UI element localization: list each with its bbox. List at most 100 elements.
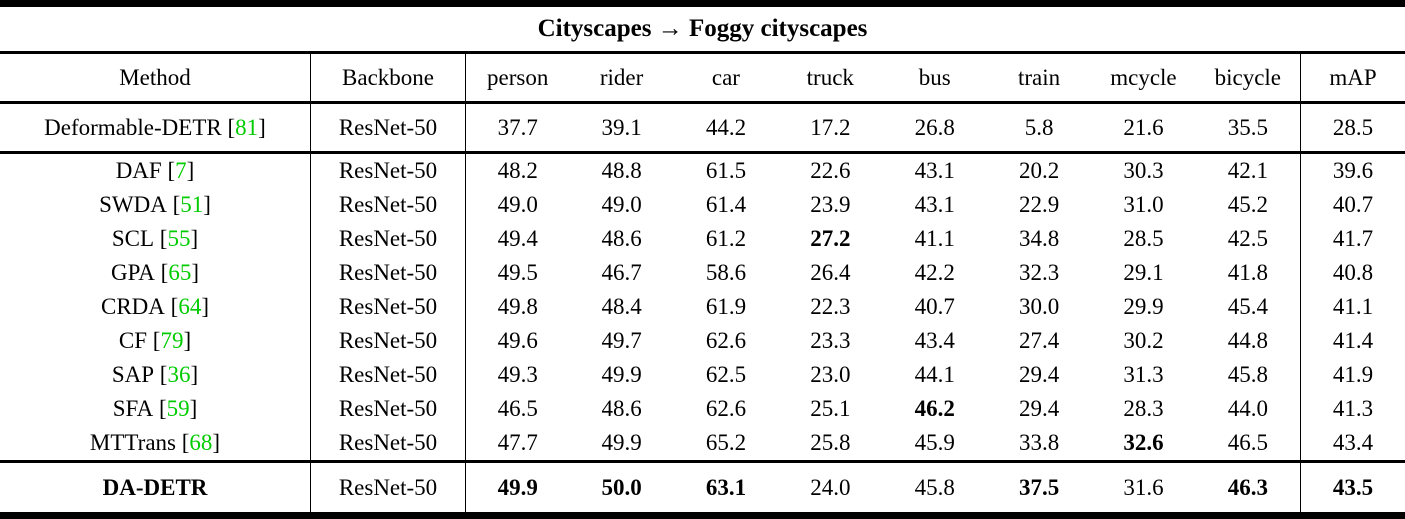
value-cell: 48.2 xyxy=(465,154,569,188)
table-title: Cityscapes → Foggy cityscapes xyxy=(537,15,868,42)
value-cell: 58.6 xyxy=(705,260,747,285)
column-header-truck: truck xyxy=(806,64,854,90)
value-cell: 27.2 xyxy=(810,226,851,251)
value-cell: 32.6 xyxy=(1123,430,1164,455)
method-name: Deformable-DETR xyxy=(44,114,222,140)
method-cell: DA-DETR xyxy=(0,463,310,512)
bottom-rule xyxy=(0,512,1405,519)
citation-number: 55 xyxy=(167,226,191,251)
value-cell: 23.9 xyxy=(810,192,851,217)
backbone-cell: ResNet-50 xyxy=(310,104,465,151)
value-cell: 22.3 xyxy=(810,294,851,319)
value-cell: 29.9 xyxy=(1123,294,1164,319)
citation-number: 68 xyxy=(189,430,213,455)
value-cell: 30.3 xyxy=(1123,158,1164,183)
value-cell: 45.4 xyxy=(1227,294,1268,319)
method-name: GPA xyxy=(111,260,155,285)
backbone-cell: ResNet-50 xyxy=(310,463,465,512)
value-cell: 23.0 xyxy=(810,362,851,387)
value-cell: 35.5 xyxy=(1227,114,1268,140)
value-cell: 30.2 xyxy=(1123,328,1164,353)
value-cell: 62.6 xyxy=(705,396,747,421)
value-cell: 44.8 xyxy=(1227,328,1268,353)
value-cell: 63.1 xyxy=(705,474,747,500)
value-cell: 34.8 xyxy=(1018,226,1060,251)
value-cell: 32.3 xyxy=(1018,260,1060,285)
value-cell: 50.0 xyxy=(601,474,642,500)
method-cell: GPA [65] xyxy=(111,260,199,285)
value-cell: 33.8 xyxy=(1018,430,1060,455)
value-cell: 47.7 xyxy=(465,426,569,460)
value-cell: 23.3 xyxy=(810,328,851,353)
value-cell: 29.1 xyxy=(1123,260,1164,285)
table-row: CRDA [64] ResNet-50 49.8 48.4 61.9 22.3 40.7 30… xyxy=(0,290,1405,324)
ours-group: DA-DETR ResNet-50 49.9 50.0 63.1 24.0 45.8 37.5… xyxy=(0,463,1405,512)
value-cell: 26.4 xyxy=(810,260,851,285)
value-cell: 49.9 xyxy=(601,430,642,455)
value-cell: 29.4 xyxy=(1018,396,1060,421)
value-cell: 29.4 xyxy=(1018,362,1060,387)
map-cell: 40.8 xyxy=(1300,256,1405,290)
method-name: CF xyxy=(118,328,148,353)
value-cell: 30.0 xyxy=(1018,294,1060,319)
value-cell: 28.5 xyxy=(1123,226,1164,251)
method-name: SCL xyxy=(111,226,155,251)
column-header-bus: bus xyxy=(918,64,951,90)
map-cell: 41.3 xyxy=(1300,392,1405,426)
method-name: DAF xyxy=(115,158,162,183)
value-cell: 22.9 xyxy=(1018,192,1060,217)
value-cell: 49.9 xyxy=(465,463,569,512)
backbone-cell: ResNet-50 xyxy=(310,290,465,324)
table-row: GPA [65] ResNet-50 49.5 46.7 58.6 26.4 42.2 32.… xyxy=(0,256,1405,290)
header-row: Method Backbone person rider car truck bus trai… xyxy=(0,54,1405,101)
value-cell: 45.8 xyxy=(1227,362,1268,387)
citation-number: 36 xyxy=(167,362,191,387)
value-cell: 48.4 xyxy=(601,294,642,319)
table-row: SCL [55] ResNet-50 49.4 48.6 61.2 27.2 41.1 34.… xyxy=(0,222,1405,256)
title-rule xyxy=(0,51,1405,54)
value-cell: 48.8 xyxy=(601,158,642,183)
value-cell: 5.8 xyxy=(1024,114,1054,140)
value-cell: 40.7 xyxy=(914,294,955,319)
value-cell: 25.8 xyxy=(810,430,851,455)
comparison-methods-group: DAF [7] ResNet-50 48.2 48.8 61.5 22.6 43.1 20.2… xyxy=(0,154,1405,460)
value-cell: 37.5 xyxy=(1018,474,1060,500)
method-cell: CRDA [64] xyxy=(101,294,209,319)
value-cell: 43.1 xyxy=(914,192,955,217)
citation-number: 59 xyxy=(166,396,190,421)
value-cell: 43.1 xyxy=(914,158,955,183)
value-cell: 24.0 xyxy=(810,474,851,500)
backbone-cell: ResNet-50 xyxy=(310,392,465,426)
column-header-method: Method xyxy=(119,64,191,90)
value-cell: 46.3 xyxy=(1227,474,1268,500)
top-rule xyxy=(0,0,1405,7)
method-name: SWDA xyxy=(99,192,167,217)
value-cell: 61.2 xyxy=(705,226,747,251)
method-cell: CF [79] xyxy=(118,328,192,353)
table-row: Deformable-DETR [81] ResNet-50 37.7 39.1 44.… xyxy=(0,104,1405,151)
value-cell: 31.3 xyxy=(1123,362,1164,387)
backbone-cell: ResNet-50 xyxy=(310,256,465,290)
baseline-rule xyxy=(0,151,1405,154)
value-cell: 26.8 xyxy=(914,114,955,140)
value-cell: 45.2 xyxy=(1227,192,1268,217)
table-row: SWDA [51] ResNet-50 49.0 49.0 61.4 23.9 43.1 22… xyxy=(0,188,1405,222)
value-cell: 22.6 xyxy=(810,158,851,183)
value-cell: 49.0 xyxy=(601,192,642,217)
method-name: SFA xyxy=(112,396,154,421)
value-cell: 39.1 xyxy=(601,114,642,140)
value-cell: 46.2 xyxy=(914,396,955,421)
citation-number: 79 xyxy=(160,328,184,353)
column-header-mcycle: mcycle xyxy=(1110,64,1177,90)
value-cell: 44.2 xyxy=(705,114,747,140)
map-cell: 41.7 xyxy=(1300,222,1405,256)
method-cell: DAF [7] xyxy=(115,158,195,183)
table-row: DAF [7] ResNet-50 48.2 48.8 61.5 22.6 43.1 20.2… xyxy=(0,154,1405,188)
column-header-train: train xyxy=(1017,64,1061,90)
value-cell: 46.5 xyxy=(1227,430,1268,455)
map-cell: 39.6 xyxy=(1300,154,1405,188)
backbone-cell: ResNet-50 xyxy=(310,154,465,188)
method-name: SAP xyxy=(111,362,155,387)
value-cell: 65.2 xyxy=(705,430,747,455)
column-header-car: car xyxy=(711,64,740,90)
